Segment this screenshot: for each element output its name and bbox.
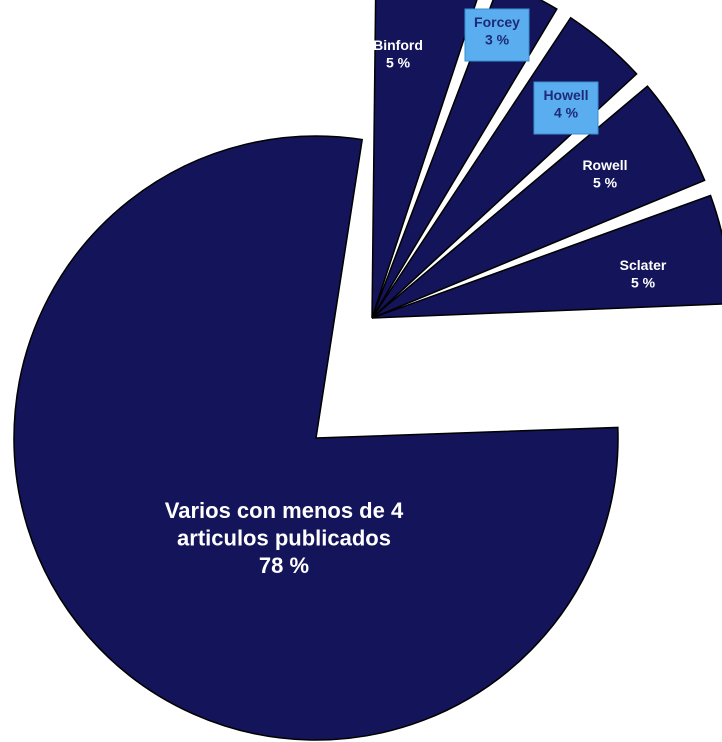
pie-slice-varios	[13, 135, 619, 741]
pie-label-sclater: Sclater 5 %	[620, 257, 667, 291]
pie-label-forcey: Forcey 3 %	[474, 14, 520, 48]
pie-label-varios: Varios con menos de 4 articulos publicado…	[165, 498, 404, 578]
pie-label-howell: Howell 4 %	[543, 87, 588, 121]
pie-slice-binford	[371, 0, 478, 319]
pie-slice-rowell	[371, 85, 706, 319]
pie-label-howell-box	[533, 81, 599, 135]
pie-label-binford: Binford 5 %	[373, 37, 423, 71]
pie-slice-sclater	[371, 194, 722, 319]
pie-label-forcey-box	[464, 8, 530, 62]
pie-slice-forcey	[371, 0, 558, 319]
pie-label-rowell: Rowell 5 %	[582, 157, 627, 191]
